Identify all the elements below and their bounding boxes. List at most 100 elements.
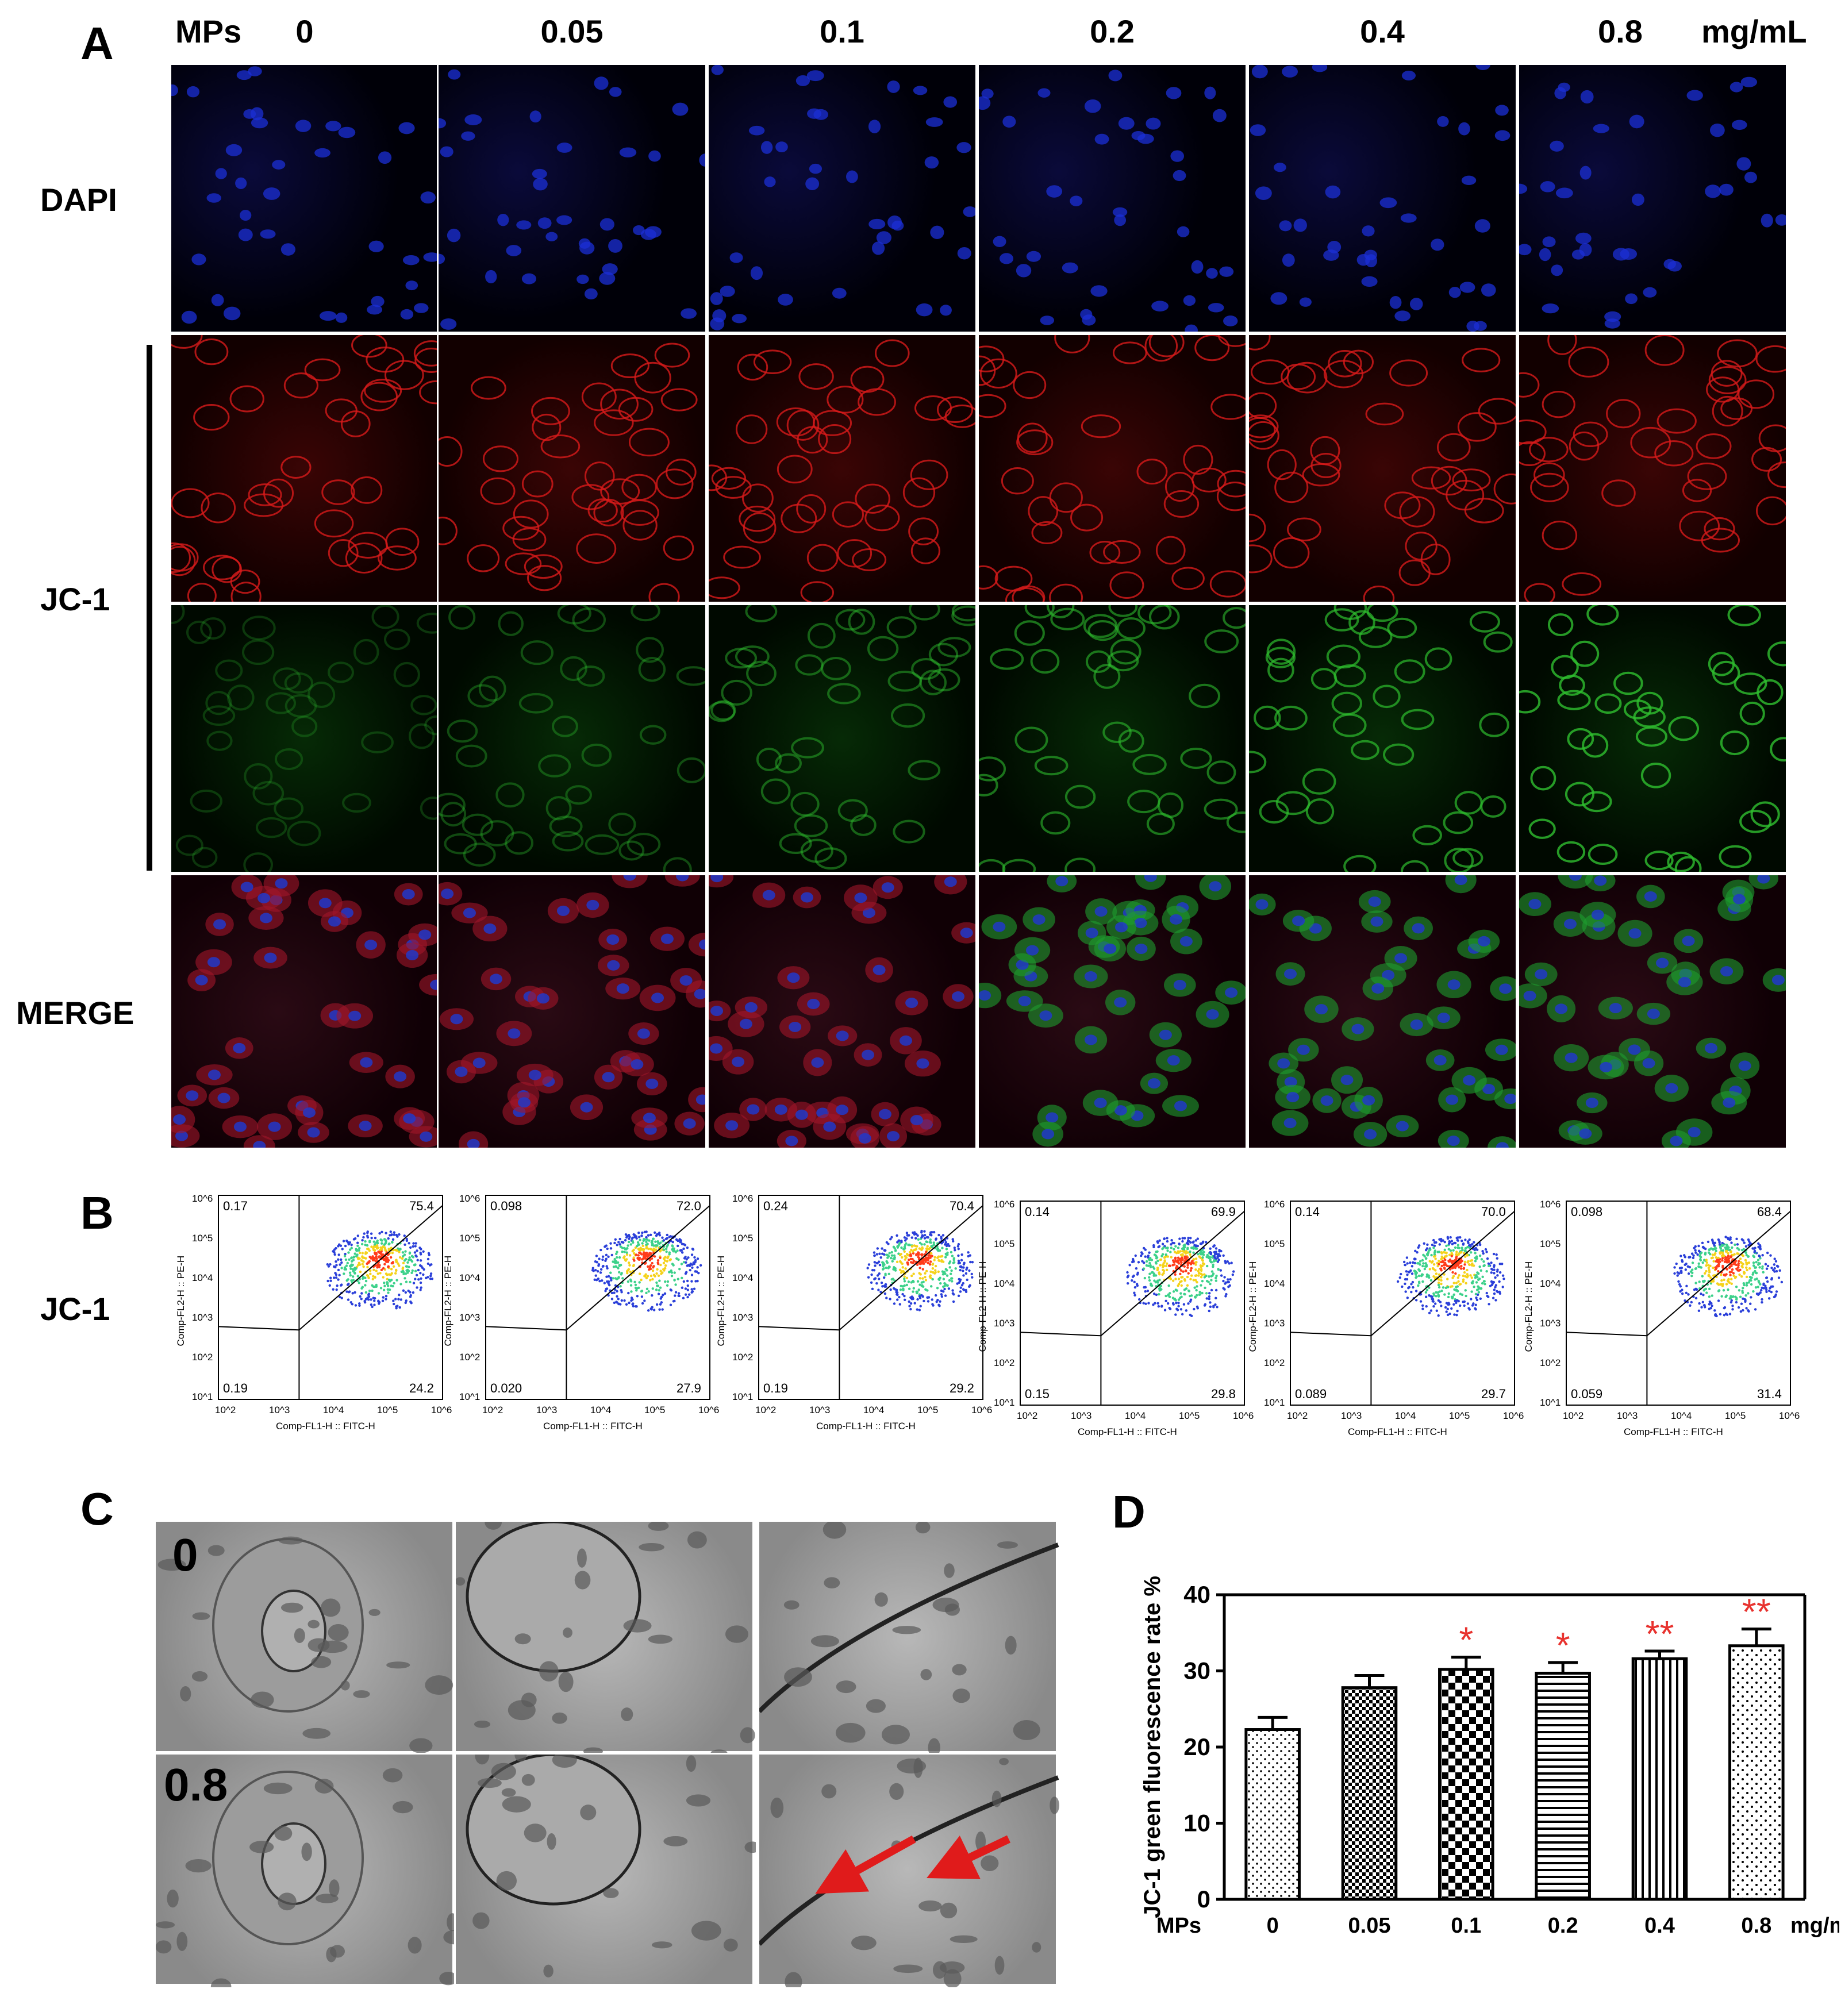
event-dot — [908, 1234, 910, 1237]
event-dot — [1135, 1283, 1139, 1286]
merge-nucleus — [441, 888, 454, 899]
event-dot — [416, 1249, 418, 1252]
event-dot — [1228, 1262, 1231, 1265]
event-dot — [896, 1241, 899, 1244]
mitochondria-red — [1310, 436, 1340, 465]
mitochondria-red — [1431, 465, 1467, 496]
event-dot — [1196, 1237, 1200, 1240]
event-dot — [923, 1237, 927, 1240]
mitochondrion — [866, 1699, 886, 1713]
event-dot — [1738, 1273, 1741, 1276]
nucleus — [993, 236, 1006, 247]
nucleus — [1274, 163, 1286, 172]
event-dot — [926, 1248, 929, 1251]
y-tick-label: 10^4 — [192, 1272, 213, 1283]
mitochondria-green — [775, 753, 802, 774]
event-dot — [385, 1295, 388, 1298]
merge-nucleus — [275, 878, 288, 889]
event-dot — [1136, 1271, 1139, 1275]
mitochondria-red — [813, 410, 852, 436]
nucleus — [1459, 282, 1475, 293]
event-dot — [647, 1265, 649, 1268]
event-dot — [1194, 1268, 1197, 1271]
mitochondrion — [552, 1752, 577, 1768]
event-dot — [1719, 1252, 1722, 1255]
event-dot — [635, 1253, 638, 1256]
event-dot — [625, 1269, 629, 1273]
event-dot — [673, 1299, 676, 1303]
merge-nucleus — [1174, 1101, 1187, 1111]
event-dot — [875, 1253, 879, 1256]
event-dot — [1750, 1276, 1753, 1279]
nucleus — [887, 215, 902, 229]
event-dot — [675, 1257, 678, 1260]
mitochondrion — [893, 1964, 923, 1973]
event-dot — [923, 1262, 925, 1265]
y-tick-label: 10^1 — [1264, 1397, 1285, 1408]
mitochondria-green — [478, 675, 506, 702]
nucleus — [732, 314, 747, 324]
event-dot — [410, 1271, 413, 1275]
event-dot — [350, 1246, 353, 1249]
event-dot — [1471, 1242, 1474, 1246]
event-dot — [1409, 1269, 1412, 1272]
y-axis-label: Comp-FL2-H :: PE-H — [443, 1256, 453, 1346]
event-dot — [1673, 1266, 1676, 1269]
y-tick-label: 10^5 — [994, 1238, 1014, 1249]
merge-nucleus — [264, 952, 277, 963]
event-dot — [617, 1277, 620, 1280]
event-dot — [699, 1264, 702, 1267]
mitochondria-green — [1667, 851, 1695, 872]
event-dot — [1194, 1274, 1197, 1278]
merge-nucleus — [1283, 1118, 1297, 1129]
event-dot — [663, 1267, 667, 1270]
merge-nucleus — [910, 1115, 923, 1126]
event-dot — [405, 1237, 408, 1241]
mitochondria-green — [1613, 671, 1643, 695]
event-dot — [356, 1241, 359, 1244]
event-dot — [1227, 1285, 1230, 1288]
event-dot — [387, 1259, 390, 1262]
event-dot — [1469, 1251, 1473, 1254]
event-dot — [605, 1275, 608, 1278]
event-dot — [1731, 1305, 1734, 1307]
event-dot — [1201, 1258, 1204, 1261]
event-dot — [1780, 1280, 1784, 1284]
mitochondria-green — [1110, 638, 1142, 665]
event-dot — [596, 1269, 599, 1273]
mitochondrion — [783, 1600, 800, 1610]
event-dot — [1216, 1260, 1220, 1263]
event-dot — [1175, 1301, 1178, 1305]
event-dot — [1428, 1311, 1431, 1314]
event-dot — [645, 1291, 648, 1295]
event-dot — [1198, 1255, 1201, 1258]
flow-cytometry-plots: 0.17 75.40.19 24.210^2 10^3 10^4 10^5 10^610^1… — [175, 1193, 1800, 1437]
unit-label: mg/mL — [1701, 13, 1807, 49]
event-dot — [925, 1269, 928, 1273]
mitochondrion — [574, 1571, 591, 1590]
event-dot — [594, 1269, 597, 1272]
event-dot — [923, 1259, 926, 1261]
event-dot — [682, 1242, 685, 1246]
event-dot — [1766, 1251, 1769, 1255]
mitochondria-green — [1326, 644, 1361, 669]
mitochondrion — [994, 1956, 1005, 1975]
mitochondria-green — [463, 842, 496, 867]
mitochondria-green — [242, 615, 276, 641]
event-dot — [379, 1272, 382, 1275]
event-dot — [340, 1296, 343, 1299]
event-dot — [380, 1268, 383, 1272]
event-dot — [924, 1275, 927, 1279]
event-dot — [1498, 1263, 1501, 1265]
event-dot — [647, 1234, 650, 1237]
event-dot — [655, 1244, 658, 1247]
event-dot — [1694, 1245, 1697, 1248]
event-dot — [1702, 1289, 1705, 1292]
event-dot — [1747, 1310, 1750, 1313]
mitochondria-green — [618, 840, 645, 861]
event-dot — [929, 1274, 932, 1277]
mitochondrion — [472, 1912, 490, 1929]
event-dot — [1496, 1257, 1499, 1260]
mitochondria-green — [1635, 726, 1667, 747]
event-dot — [424, 1276, 428, 1279]
